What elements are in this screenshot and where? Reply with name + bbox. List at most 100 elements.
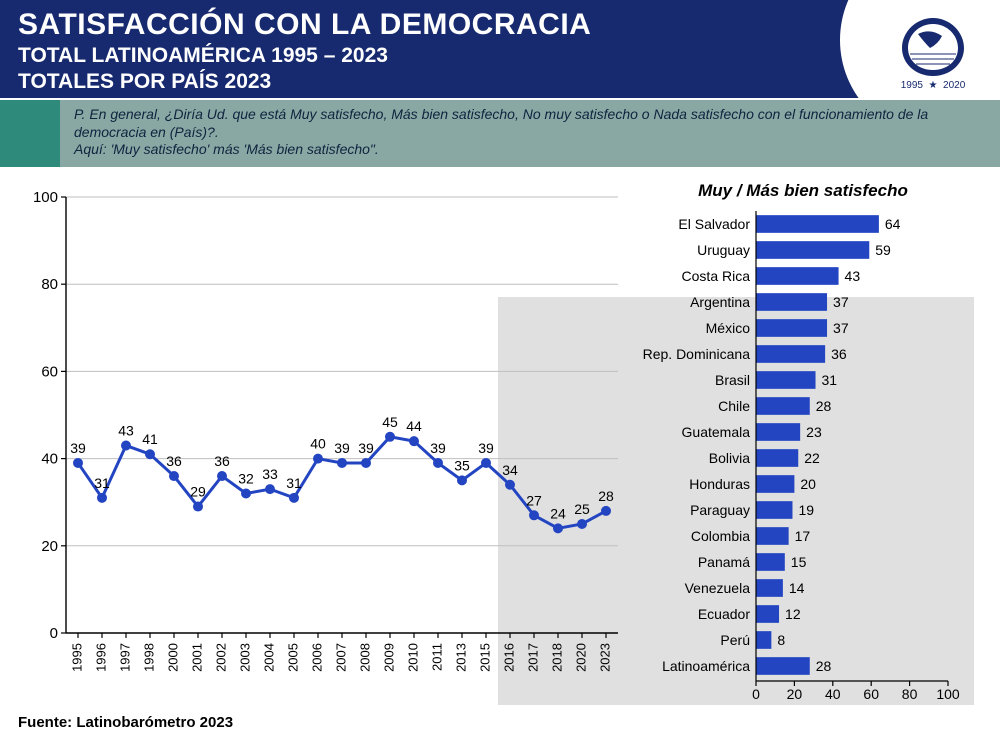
- svg-text:25: 25: [574, 501, 590, 517]
- svg-text:2009: 2009: [381, 643, 396, 672]
- svg-text:100: 100: [936, 686, 960, 702]
- svg-text:60: 60: [41, 363, 58, 380]
- svg-text:2017: 2017: [525, 643, 540, 672]
- svg-text:8: 8: [777, 631, 785, 647]
- svg-text:33: 33: [262, 466, 278, 482]
- svg-text:39: 39: [358, 439, 374, 455]
- svg-text:20: 20: [787, 686, 803, 702]
- svg-text:Guatemala: Guatemala: [682, 423, 751, 439]
- svg-text:28: 28: [816, 657, 832, 673]
- svg-text:Bolivia: Bolivia: [709, 449, 750, 465]
- svg-text:23: 23: [806, 423, 822, 439]
- latinobarometro-logo: 1995 ★ 2020: [878, 10, 988, 91]
- svg-text:39: 39: [334, 439, 350, 455]
- svg-text:44: 44: [406, 418, 422, 434]
- logo-container: 1995 ★ 2020: [830, 0, 1000, 98]
- svg-text:Panamá: Panamá: [698, 553, 750, 569]
- svg-text:Perú: Perú: [720, 631, 750, 647]
- svg-text:19: 19: [798, 501, 814, 517]
- svg-text:32: 32: [238, 470, 254, 486]
- bar-chart-title: Muy / Más bien satisfecho: [628, 181, 978, 201]
- svg-text:29: 29: [190, 483, 206, 499]
- svg-text:2001: 2001: [189, 643, 204, 672]
- svg-text:1996: 1996: [93, 643, 108, 672]
- question-tab: [0, 100, 60, 167]
- question-text: P. En general, ¿Diría Ud. que está Muy s…: [60, 100, 1000, 167]
- svg-text:28: 28: [598, 487, 614, 503]
- svg-text:2018: 2018: [549, 643, 564, 672]
- svg-text:64: 64: [885, 215, 901, 231]
- svg-text:20: 20: [800, 475, 816, 491]
- svg-text:22: 22: [804, 449, 820, 465]
- svg-text:39: 39: [430, 439, 446, 455]
- question-line-1: P. En general, ¿Diría Ud. que está Muy s…: [74, 106, 928, 140]
- line-chart: 0204060801001995199619971998200020012002…: [18, 181, 628, 711]
- svg-text:2002: 2002: [213, 643, 228, 672]
- svg-text:2023: 2023: [597, 643, 612, 672]
- source-citation: Fuente: Latinobarómetro 2023: [18, 714, 233, 731]
- svg-text:Latinoamérica: Latinoamérica: [662, 657, 750, 673]
- svg-text:2013: 2013: [453, 643, 468, 672]
- svg-text:2007: 2007: [333, 643, 348, 672]
- logo-year-left: 1995: [901, 80, 923, 91]
- svg-text:Rep. Dominicana: Rep. Dominicana: [643, 345, 751, 361]
- svg-text:2005: 2005: [285, 643, 300, 672]
- svg-text:100: 100: [33, 189, 58, 206]
- svg-text:2015: 2015: [477, 643, 492, 672]
- svg-text:Ecuador: Ecuador: [698, 605, 750, 621]
- svg-text:35: 35: [454, 457, 470, 473]
- svg-text:59: 59: [875, 241, 891, 257]
- svg-text:45: 45: [382, 413, 398, 429]
- svg-text:Chile: Chile: [718, 397, 750, 413]
- svg-text:2003: 2003: [237, 643, 252, 672]
- svg-text:Venezuela: Venezuela: [685, 579, 751, 595]
- svg-text:17: 17: [795, 527, 811, 543]
- svg-text:36: 36: [166, 453, 182, 469]
- svg-text:27: 27: [526, 492, 542, 508]
- svg-text:20: 20: [41, 537, 58, 554]
- header: SATISFACCIÓN CON LA DEMOCRACIA TOTAL LAT…: [0, 0, 1000, 98]
- svg-text:80: 80: [41, 276, 58, 293]
- svg-text:36: 36: [831, 345, 847, 361]
- svg-text:40: 40: [310, 435, 326, 451]
- svg-text:México: México: [706, 319, 751, 335]
- svg-text:31: 31: [94, 474, 110, 490]
- svg-text:0: 0: [752, 686, 760, 702]
- svg-text:40: 40: [41, 450, 58, 467]
- svg-text:2020: 2020: [573, 643, 588, 672]
- logo-year-right: 2020: [943, 80, 965, 91]
- svg-text:37: 37: [833, 319, 849, 335]
- svg-text:2006: 2006: [309, 643, 324, 672]
- bar-chart: Muy / Más bien satisfecho El Salvador64U…: [628, 181, 978, 711]
- svg-text:0: 0: [50, 625, 58, 642]
- svg-text:Honduras: Honduras: [689, 475, 750, 491]
- svg-text:2000: 2000: [165, 643, 180, 672]
- svg-text:2016: 2016: [501, 643, 516, 672]
- svg-text:37: 37: [833, 293, 849, 309]
- svg-text:80: 80: [902, 686, 918, 702]
- svg-text:Colombia: Colombia: [691, 527, 750, 543]
- svg-text:15: 15: [791, 553, 807, 569]
- svg-text:41: 41: [142, 431, 158, 447]
- svg-text:1995: 1995: [69, 643, 84, 672]
- svg-text:Brasil: Brasil: [715, 371, 750, 387]
- svg-text:12: 12: [785, 605, 801, 621]
- svg-text:1997: 1997: [117, 643, 132, 672]
- svg-text:2011: 2011: [429, 643, 444, 671]
- svg-text:60: 60: [863, 686, 879, 702]
- svg-text:Costa Rica: Costa Rica: [682, 267, 751, 283]
- svg-text:Paraguay: Paraguay: [690, 501, 750, 517]
- svg-text:24: 24: [550, 505, 566, 521]
- svg-text:14: 14: [789, 579, 805, 595]
- question-bar: P. En general, ¿Diría Ud. que está Muy s…: [0, 98, 1000, 167]
- svg-text:34: 34: [502, 461, 518, 477]
- svg-text:39: 39: [478, 439, 494, 455]
- svg-text:31: 31: [286, 474, 302, 490]
- svg-text:40: 40: [825, 686, 841, 702]
- svg-text:Argentina: Argentina: [690, 293, 750, 309]
- svg-text:2010: 2010: [405, 643, 420, 672]
- question-line-2: Aquí: 'Muy satisfecho' más 'Más bien sat…: [74, 141, 379, 157]
- svg-text:43: 43: [118, 422, 134, 438]
- svg-text:El Salvador: El Salvador: [678, 215, 750, 231]
- svg-text:28: 28: [816, 397, 832, 413]
